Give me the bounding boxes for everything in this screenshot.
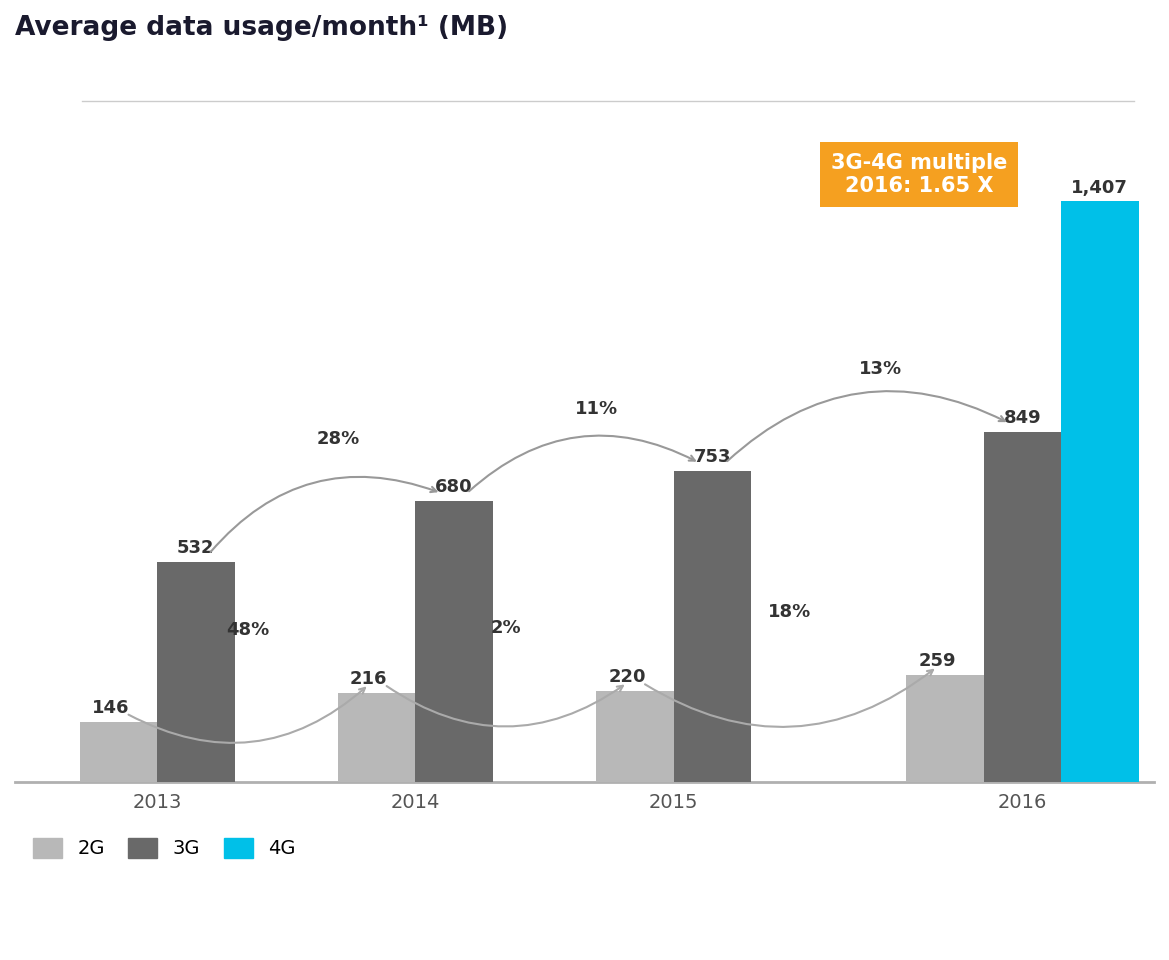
Bar — [673, 471, 752, 781]
Bar — [906, 675, 983, 781]
Bar — [596, 691, 673, 781]
Text: 28%: 28% — [317, 430, 360, 447]
Text: 849: 849 — [1003, 409, 1042, 426]
Text: Average data usage/month¹ (MB): Average data usage/month¹ (MB) — [15, 15, 509, 41]
Text: 11%: 11% — [574, 399, 617, 418]
Bar — [338, 693, 415, 781]
Bar — [415, 501, 493, 781]
Bar — [157, 563, 235, 781]
Bar — [79, 722, 157, 781]
Text: 532: 532 — [177, 540, 215, 558]
Text: 146: 146 — [92, 699, 130, 717]
Text: 18%: 18% — [768, 604, 811, 621]
Bar — [983, 432, 1061, 781]
Text: 259: 259 — [919, 652, 956, 670]
Text: 1,407: 1,407 — [1071, 179, 1128, 197]
Text: 753: 753 — [693, 448, 731, 467]
Text: 3G-4G multiple
2016: 1.65 X: 3G-4G multiple 2016: 1.65 X — [831, 153, 1008, 196]
Legend: 2G, 3G, 4G: 2G, 3G, 4G — [25, 829, 304, 866]
Text: 48%: 48% — [226, 621, 269, 639]
Text: 220: 220 — [608, 668, 645, 686]
Text: 2%: 2% — [491, 619, 521, 637]
Text: 13%: 13% — [859, 360, 901, 378]
Text: 680: 680 — [435, 478, 473, 496]
Text: 216: 216 — [350, 670, 388, 687]
Bar — [1061, 202, 1139, 781]
